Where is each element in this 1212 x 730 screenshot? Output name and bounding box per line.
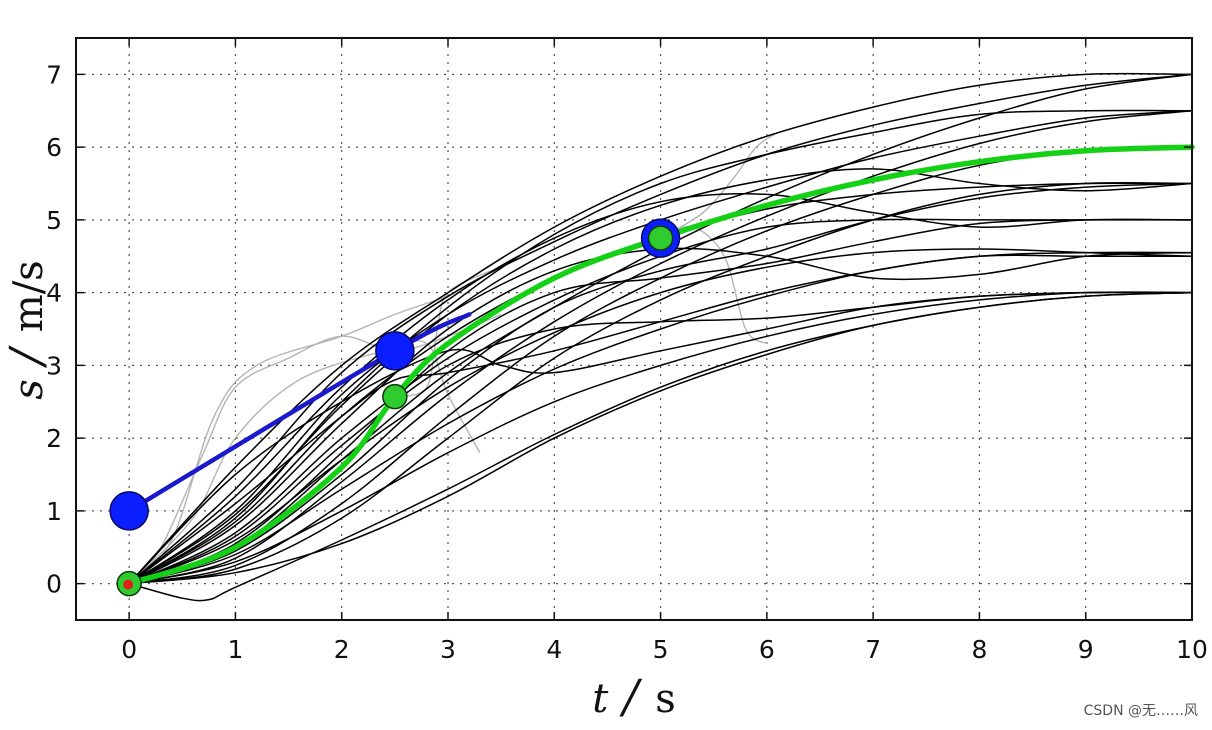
selected-curve [126,144,1195,587]
y-tick-label: 6 [46,133,62,162]
y-tick-label: 7 [46,60,62,89]
x-axis-unit: s [655,676,676,722]
x-tick-label: 3 [440,635,456,664]
x-tick-label: 2 [334,635,350,664]
y-tick-label: 3 [46,351,62,380]
reference-point [109,491,149,531]
y-axis-unit: m/s [6,260,52,332]
y-axis-label: s / m/s [0,260,53,399]
x-tick-label: 1 [227,635,243,664]
tick-labels: 0 1 2 3 4 5 6 7 8 9 10 0 1 2 3 4 5 6 7 [46,60,1208,664]
candidate-curve [128,73,1193,585]
candidate-curve [128,110,1193,585]
y-tick-label: 5 [46,206,62,235]
x-tick-label: 7 [865,635,881,664]
y-tick-label: 2 [46,424,62,453]
faded-candidate-curve [128,340,481,585]
watermark: CSDN @无……风 [1083,703,1198,719]
faded-candidate-curve [660,225,768,345]
y-tick-label: 0 [46,570,62,599]
selected-point [382,383,408,410]
candidate-curve [129,291,1193,585]
candidate-curve [128,218,1193,585]
candidate-curve [128,254,1192,585]
candidate-curve [128,109,1193,585]
candidate-curve [128,291,1193,585]
reference-line-path [126,312,472,514]
candidate-curve [128,218,1192,585]
start-marker [123,579,134,590]
y-axis-variable: s [6,379,52,400]
candidate-curve [128,291,1193,585]
x-axis-variable: t [592,676,609,722]
x-tick-label: 8 [971,635,987,664]
candidate-curve [128,193,1193,585]
selected-curve-path [126,144,1195,587]
point-markers [109,218,681,597]
selected-point [647,225,674,251]
y-tick-label: 4 [46,279,62,308]
faded-candidate-curve [128,295,449,585]
x-tick-label: 6 [759,635,775,664]
x-tick-label: 9 [1078,635,1094,664]
candidate-curve [128,251,1193,585]
x-tick-label: 10 [1176,635,1208,664]
faded-candidate-curve [660,132,778,239]
candidate-curve [129,181,1193,585]
grid-lines [76,38,1193,620]
x-axis-label: t / s [592,669,676,723]
x-tick-label: 0 [121,635,137,664]
y-tick-label: 1 [46,497,62,526]
reference-line [126,312,472,514]
candidate-curve [128,248,1193,585]
candidate-curve [128,182,1193,585]
axis-ticks [76,38,1193,620]
x-tick-label: 5 [653,635,669,664]
reference-point [375,331,415,371]
x-tick-label: 4 [546,635,562,664]
plot-frame [75,37,1193,621]
